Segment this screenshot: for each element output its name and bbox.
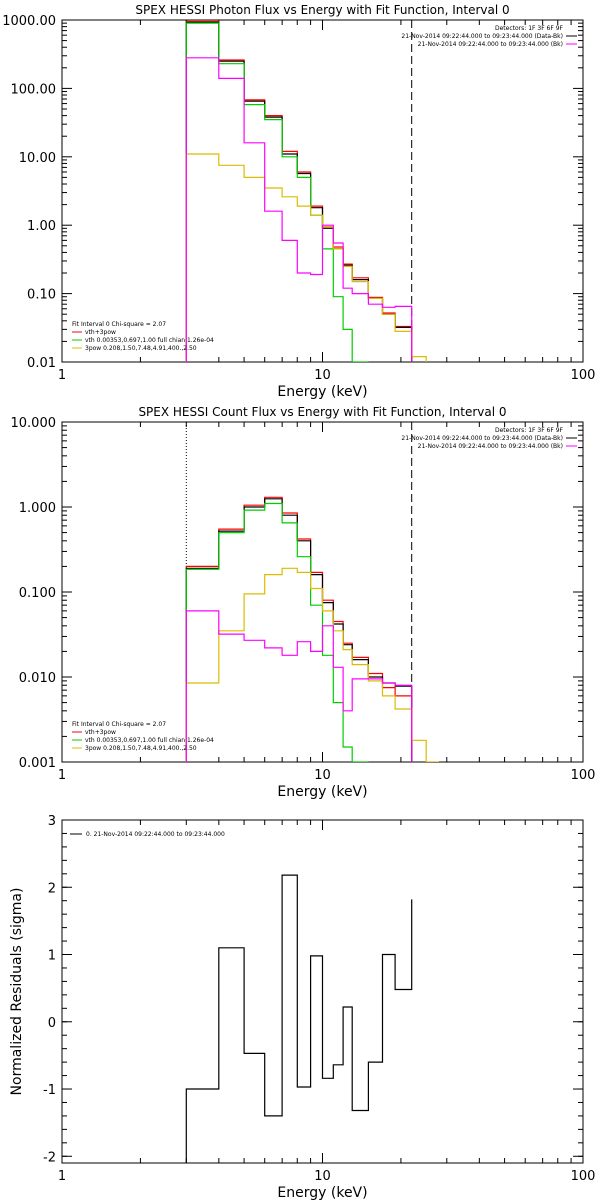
legend-right-text: Detectors: 1F 3F 6F 9F <box>495 25 564 32</box>
legend-left-text: Fit Interval 0 Chi-square = 2.07 <box>72 321 166 328</box>
y-tick-label: 1.000 <box>19 501 56 516</box>
series-data-bk-line <box>185 21 413 362</box>
y-tick-label: 1.00 <box>27 219 56 234</box>
y-tick-label: 10.00 <box>19 151 56 166</box>
y-tick-label: 0.001 <box>19 756 56 771</box>
x-tick-label: 1 <box>58 368 66 383</box>
legend-right-text: 21-Nov-2014 09:22:44.000 to 09:23:44.000… <box>401 435 563 442</box>
legend-left-text: vth+3pow <box>85 329 116 336</box>
y-tick-label: 3 <box>48 814 56 829</box>
x-tick-label: 10 <box>314 368 331 383</box>
x-tick-label: 10 <box>314 1169 331 1184</box>
legend-left-text: vth+3pow <box>85 729 116 736</box>
legend-left-text: vth 0.00353,0.697,1.00 full chian 1.26e-… <box>85 737 214 744</box>
series-bk-line <box>185 610 413 762</box>
chart-title: SPEX HESSI Count Flux vs Energy with Fit… <box>138 405 506 419</box>
series-group <box>185 20 427 362</box>
series-vth-line <box>185 502 369 762</box>
x-tick-label: 1 <box>58 768 66 783</box>
chart-1: SPEX HESSI Photon Flux vs Energy with Fi… <box>2 3 595 400</box>
y-axis-label: Normalized Residuals (sigma) <box>9 888 25 1096</box>
x-tick-label: 100 <box>571 768 596 783</box>
legend-right-text: 21-Nov-2014 09:22:44.000 to 09:23:44.000… <box>418 41 563 48</box>
legend-left-text: vth 0.00353,0.697,1.00 full chian 1.26e-… <box>85 337 214 344</box>
y-tick-label: 10.000 <box>11 416 57 431</box>
x-tick-label: 1 <box>58 1169 66 1184</box>
x-tick-label: 100 <box>571 1169 596 1184</box>
y-tick-label: 2 <box>48 881 56 896</box>
series-3pow-line <box>185 153 427 362</box>
legend-left-text: Fit Interval 0 Chi-square = 2.07 <box>72 721 166 728</box>
y-tick-label: 1 <box>48 949 56 964</box>
y-tick-label: 100.00 <box>11 82 57 97</box>
series-vth-3pow-line <box>185 20 413 362</box>
series-3pow-line <box>185 567 439 762</box>
y-tick-label: -2 <box>43 1150 56 1165</box>
x-axis-label: Energy (keV) <box>277 1185 367 1200</box>
legend-right-text: 21-Nov-2014 09:22:44.000 to 09:23:44.000… <box>418 443 563 450</box>
legend-left-text: 3pow 0.208,1.50,7.48,4.91,400.,2.50 <box>85 345 197 352</box>
y-tick-label: 0.010 <box>19 671 56 686</box>
x-tick-label: 10 <box>314 768 331 783</box>
chart-title: SPEX HESSI Photon Flux vs Energy with Fi… <box>135 3 509 17</box>
y-tick-label: 0.01 <box>27 356 56 371</box>
x-axis-label: Energy (keV) <box>277 384 367 400</box>
y-tick-label: 0 <box>48 1016 56 1031</box>
series-vth-3pow-line <box>185 496 413 762</box>
y-tick-label: 1000.00 <box>2 14 56 29</box>
plot-frame <box>61 19 584 363</box>
x-tick-label: 100 <box>571 368 596 383</box>
series-group <box>185 874 413 1163</box>
legend-right-text: 21-Nov-2014 09:22:44.000 to 09:23:44.000… <box>401 33 563 40</box>
series-vth-line <box>185 22 369 362</box>
series-0-21-nov-2014-09-22-44-000-to-09-23-44-000-line <box>185 874 413 1163</box>
y-tick-label: -1 <box>43 1083 56 1098</box>
y-tick-label: 0.100 <box>19 586 56 601</box>
chart-2: SPEX HESSI Count Flux vs Energy with Fit… <box>11 405 596 800</box>
series-group <box>185 496 439 762</box>
y-tick-label: 0.10 <box>27 288 56 303</box>
legend-right-text: Detectors: 1F 3F 6F 9F <box>495 427 564 434</box>
x-axis-label: Energy (keV) <box>277 784 367 800</box>
series-bk-line <box>185 57 413 362</box>
legend-left-text: 3pow 0.208,1.50,7.48,4.91,400.,2.50 <box>85 745 197 752</box>
legend-left-text: 0. 21-Nov-2014 09:22:44.000 to 09:23:44.… <box>86 831 225 838</box>
